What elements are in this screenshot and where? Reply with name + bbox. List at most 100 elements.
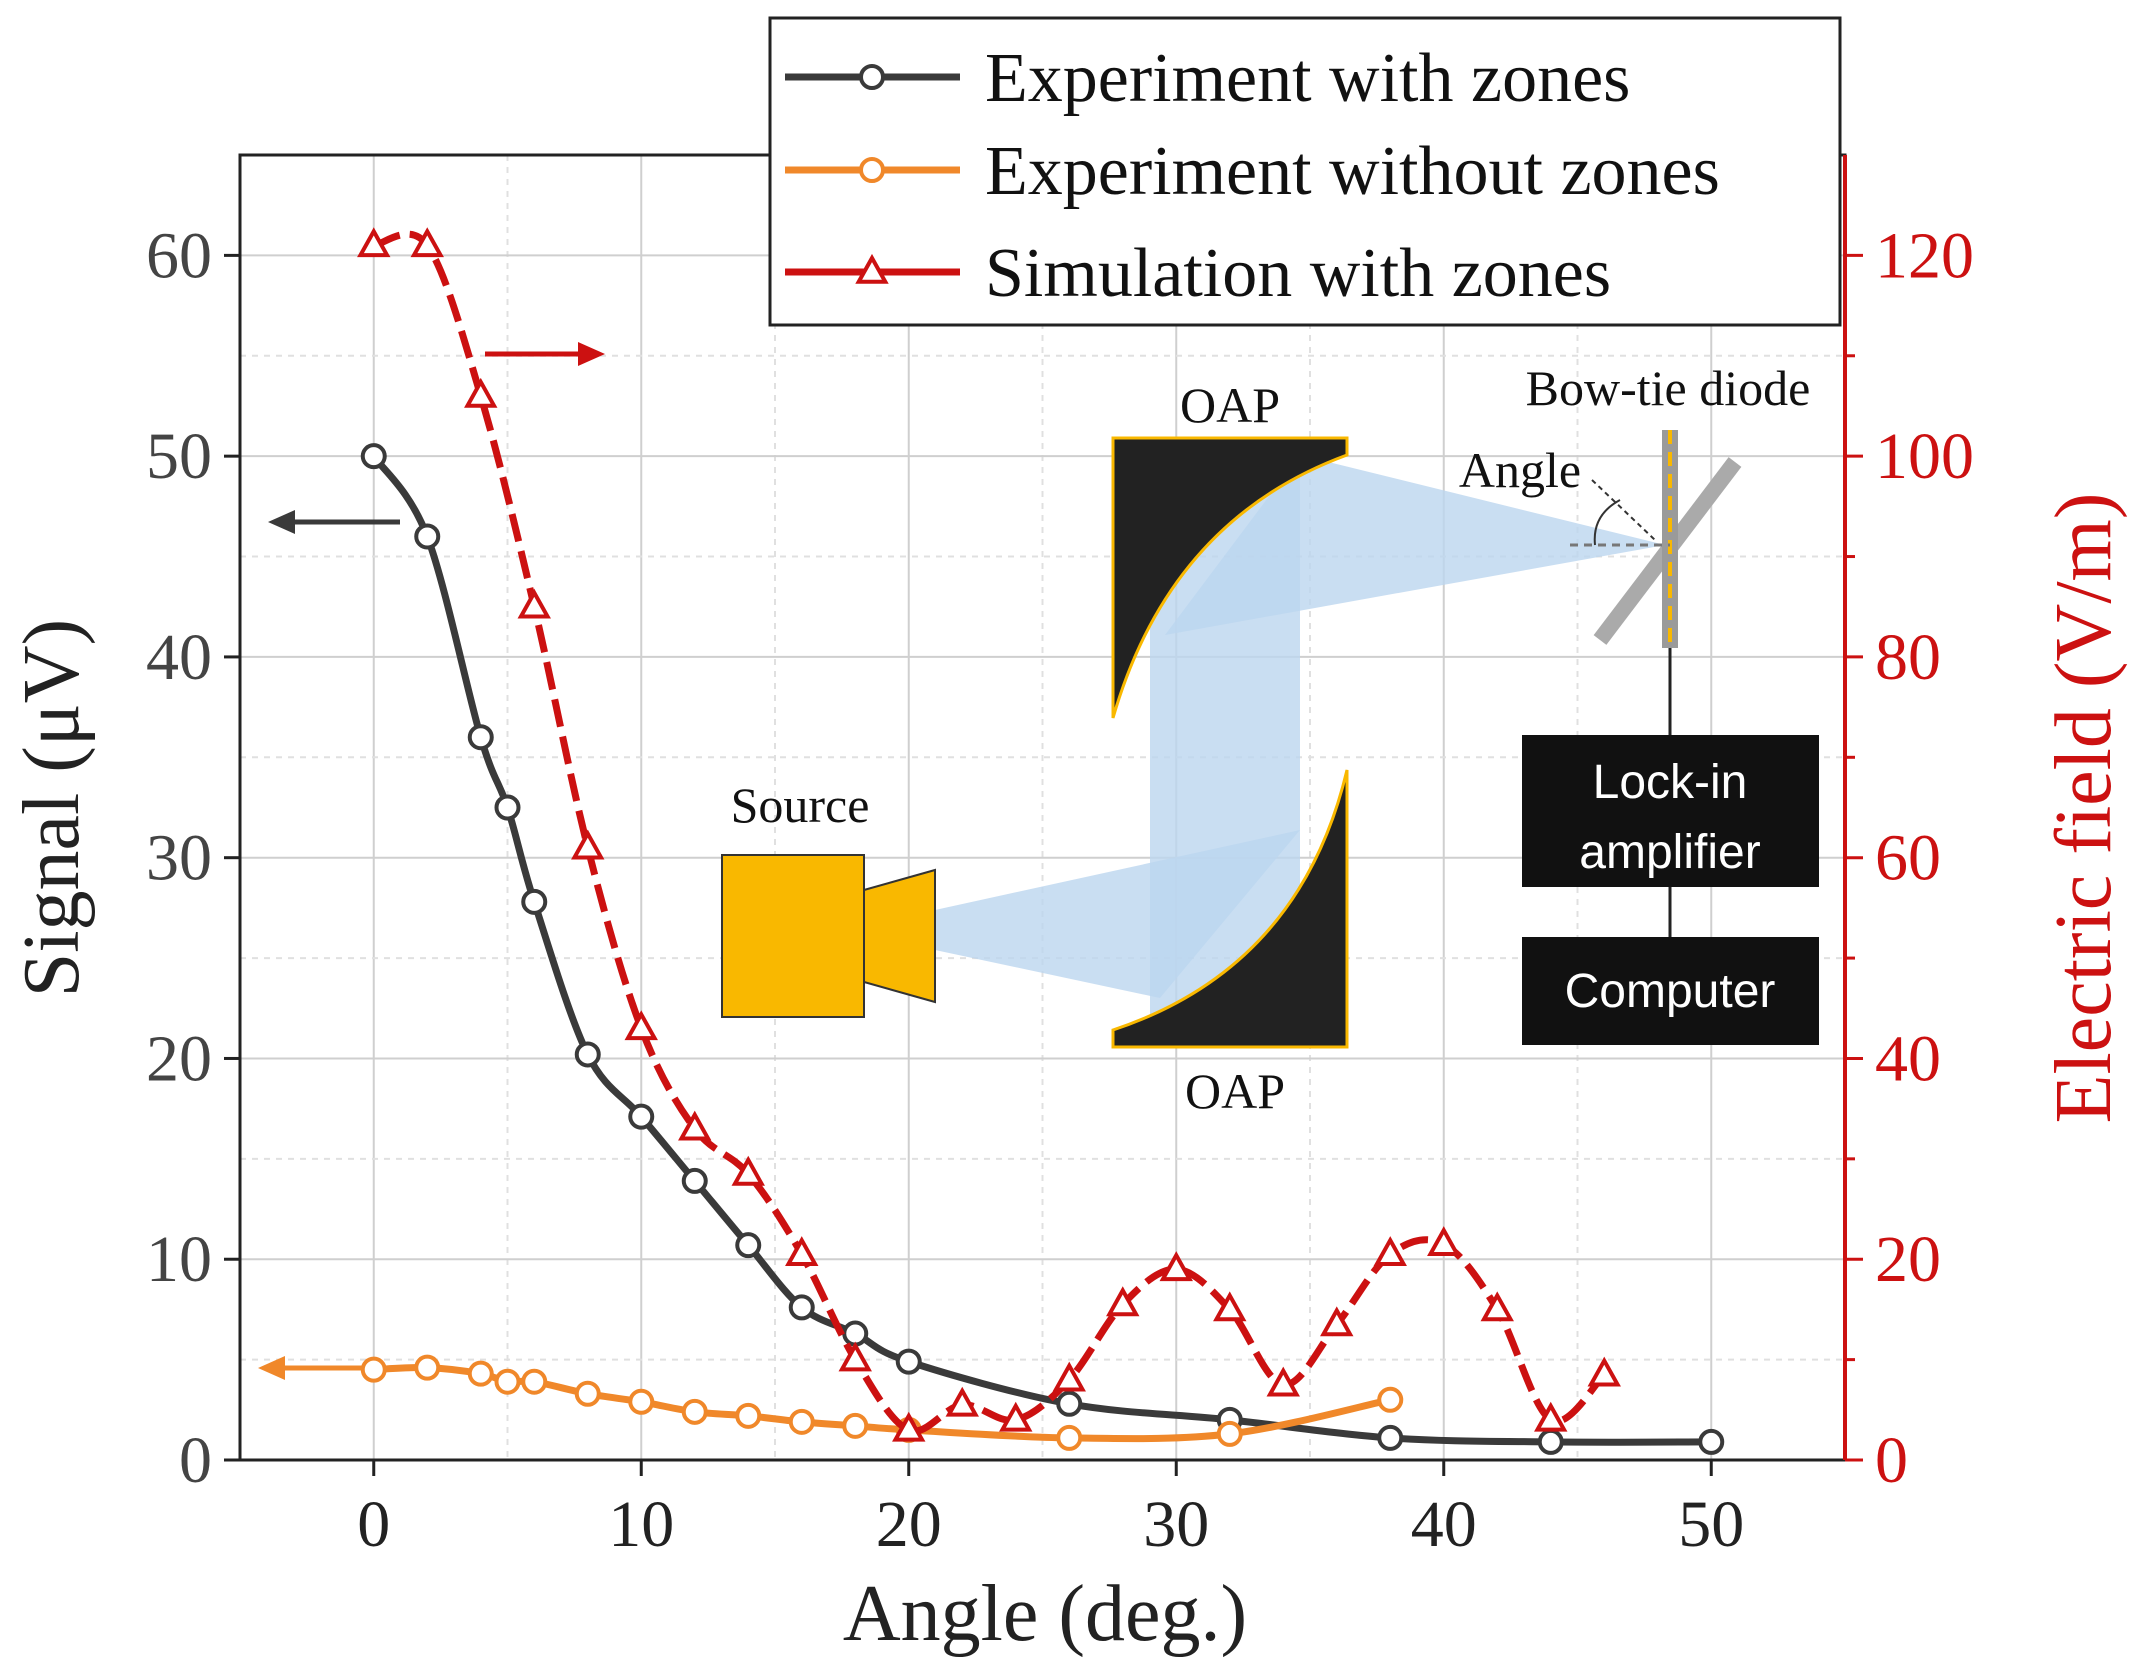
x-tick-label: 0 xyxy=(357,1488,390,1561)
data-point xyxy=(410,227,444,258)
data-point xyxy=(1106,1286,1140,1317)
x-tick-label: 20 xyxy=(876,1488,942,1561)
data-point xyxy=(1056,1424,1083,1451)
x-tick-label: 30 xyxy=(1143,1488,1209,1561)
y2-tick-label: 20 xyxy=(1875,1223,1941,1296)
series-experiment-with-zones xyxy=(360,443,1725,1455)
data-point xyxy=(681,1167,708,1194)
data-point xyxy=(1320,1306,1354,1337)
right-axis-arrow-red xyxy=(485,342,605,366)
data-point xyxy=(1377,1424,1404,1451)
y-tick-label: 10 xyxy=(146,1223,212,1296)
y-tick-label: 0 xyxy=(179,1424,212,1497)
bowtie-diode xyxy=(1662,430,1678,648)
data-point xyxy=(521,1368,548,1395)
data-point xyxy=(788,1294,815,1321)
left-axis-arrow-orange xyxy=(258,1356,370,1380)
y2-tick-label: 60 xyxy=(1875,822,1941,895)
data-point xyxy=(357,227,391,258)
y-tick-label: 30 xyxy=(146,822,212,895)
oap-top-mirror xyxy=(1111,436,1349,719)
y-tick-label: 20 xyxy=(146,1022,212,1095)
data-point xyxy=(521,888,548,915)
data-point xyxy=(414,1354,441,1381)
data-point xyxy=(1266,1366,1300,1397)
data-point xyxy=(895,1348,922,1375)
legend-marker xyxy=(855,253,889,284)
left-axis-arrow-black xyxy=(268,510,400,534)
lockin-label-line1: Lock-in xyxy=(1593,756,1748,809)
data-point xyxy=(464,377,498,408)
legend-label: Experiment without zones xyxy=(985,133,1720,210)
series-simulation-with-zones xyxy=(357,227,1621,1442)
data-point xyxy=(628,1388,655,1415)
source-label: Source xyxy=(731,777,870,833)
data-point xyxy=(360,1356,387,1383)
y-axis-title: Signal (μV) xyxy=(8,619,96,997)
oap-top-label: OAP xyxy=(1180,377,1280,433)
data-point xyxy=(628,1103,655,1130)
y2-tick-label: 100 xyxy=(1875,420,1974,493)
data-point xyxy=(360,443,387,470)
legend: Experiment with zones Experiment without … xyxy=(768,16,1842,327)
legend-marker xyxy=(859,157,885,183)
lockin-label-line2: amplifier xyxy=(1579,826,1760,879)
data-point xyxy=(1537,1428,1564,1455)
legend-label: Experiment with zones xyxy=(985,40,1630,117)
x-tick-label: 10 xyxy=(608,1488,674,1561)
data-point xyxy=(1056,1390,1083,1417)
data-point xyxy=(574,1041,601,1068)
data-point xyxy=(1373,1236,1407,1267)
y-tick-label: 40 xyxy=(146,621,212,694)
computer-label: Computer xyxy=(1565,965,1776,1018)
y-tick-label: 60 xyxy=(146,219,212,292)
data-point xyxy=(624,1010,658,1041)
data-point xyxy=(735,1232,762,1259)
data-point xyxy=(785,1236,819,1267)
angle-leader xyxy=(1591,479,1656,541)
data-point xyxy=(1159,1251,1193,1282)
x-tick-label: 40 xyxy=(1411,1488,1477,1561)
x-axis-title: Angle (deg.) xyxy=(843,1570,1247,1658)
computer-box xyxy=(1522,937,1819,1045)
data-point xyxy=(945,1386,979,1417)
beam-oap-to-diode xyxy=(1165,455,1665,635)
data-point xyxy=(1216,1420,1243,1447)
legend-marker xyxy=(859,64,885,90)
data-point xyxy=(1427,1226,1461,1256)
data-point xyxy=(1587,1356,1621,1387)
source-body xyxy=(721,854,865,1018)
data-point xyxy=(1698,1428,1725,1455)
data-point xyxy=(842,1412,869,1439)
data-point xyxy=(842,1320,869,1347)
y2-axis-title: Electric field (V/m) xyxy=(2040,493,2128,1124)
data-point xyxy=(892,1411,926,1442)
data-point xyxy=(838,1341,872,1372)
lockin-box xyxy=(1522,735,1819,887)
data-point xyxy=(1377,1386,1404,1413)
data-point xyxy=(1052,1361,1086,1392)
series-line xyxy=(372,230,1607,1435)
bowtie-label: Bow-tie diode xyxy=(1526,360,1811,416)
angle-arc xyxy=(1593,499,1621,546)
y2-tick-label: 80 xyxy=(1875,621,1941,694)
data-point xyxy=(735,1402,762,1429)
data-point xyxy=(731,1155,765,1186)
data-point xyxy=(574,1380,601,1407)
data-point xyxy=(1213,1291,1247,1322)
data-point xyxy=(678,1110,712,1141)
data-point xyxy=(467,724,494,751)
data-point xyxy=(1534,1401,1568,1432)
data-point xyxy=(571,829,605,860)
data-point xyxy=(414,523,441,550)
axis-ticks: 0 10 20 30 40 50 0 10 20 30 40 50 60 0 20 40 60 80 100 120 xyxy=(146,219,1974,1561)
data-point xyxy=(494,1368,521,1395)
data-point xyxy=(681,1398,708,1425)
legend-label: Simulation with zones xyxy=(985,235,1611,312)
x-tick-label: 50 xyxy=(1678,1488,1744,1561)
series-experiment-without-zones xyxy=(360,1354,1404,1451)
data-point xyxy=(467,1360,494,1387)
data-point xyxy=(1480,1291,1514,1322)
y-tick-label: 50 xyxy=(146,420,212,493)
